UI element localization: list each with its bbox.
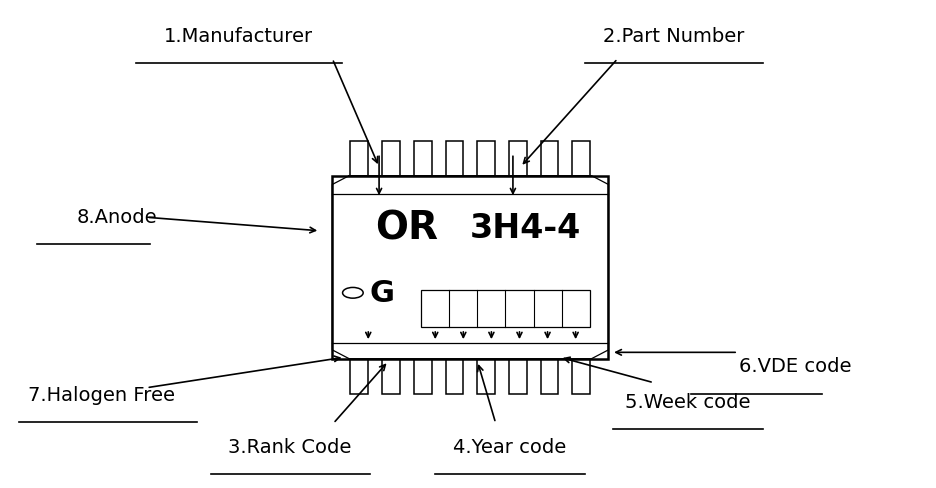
Text: 1.Manufacturer: 1.Manufacturer xyxy=(164,27,314,46)
Bar xyxy=(541,359,559,394)
Text: 3.Rank Code: 3.Rank Code xyxy=(228,438,352,457)
Bar xyxy=(446,141,463,176)
Bar xyxy=(421,290,590,327)
Text: OR: OR xyxy=(375,210,438,248)
Bar xyxy=(414,141,431,176)
Bar xyxy=(541,141,559,176)
Bar xyxy=(382,141,400,176)
Bar xyxy=(573,141,591,176)
Bar xyxy=(382,359,400,394)
Text: 3H4-4: 3H4-4 xyxy=(470,212,581,245)
Bar xyxy=(414,359,431,394)
Text: 7.Halogen Free: 7.Halogen Free xyxy=(28,386,175,405)
Bar xyxy=(446,359,463,394)
Bar xyxy=(332,176,608,359)
Bar xyxy=(477,359,495,394)
Text: 5.Week code: 5.Week code xyxy=(625,393,751,412)
Text: 8.Anode: 8.Anode xyxy=(77,208,157,226)
Text: 4.Year code: 4.Year code xyxy=(454,438,566,457)
Bar xyxy=(509,141,527,176)
Text: G: G xyxy=(370,279,394,308)
Text: 2.Part Number: 2.Part Number xyxy=(603,27,745,46)
Bar xyxy=(509,359,527,394)
Bar xyxy=(573,359,591,394)
Text: 6.VDE code: 6.VDE code xyxy=(739,358,852,376)
Bar xyxy=(350,359,368,394)
Circle shape xyxy=(343,287,363,298)
Bar xyxy=(477,141,495,176)
Bar xyxy=(350,141,368,176)
